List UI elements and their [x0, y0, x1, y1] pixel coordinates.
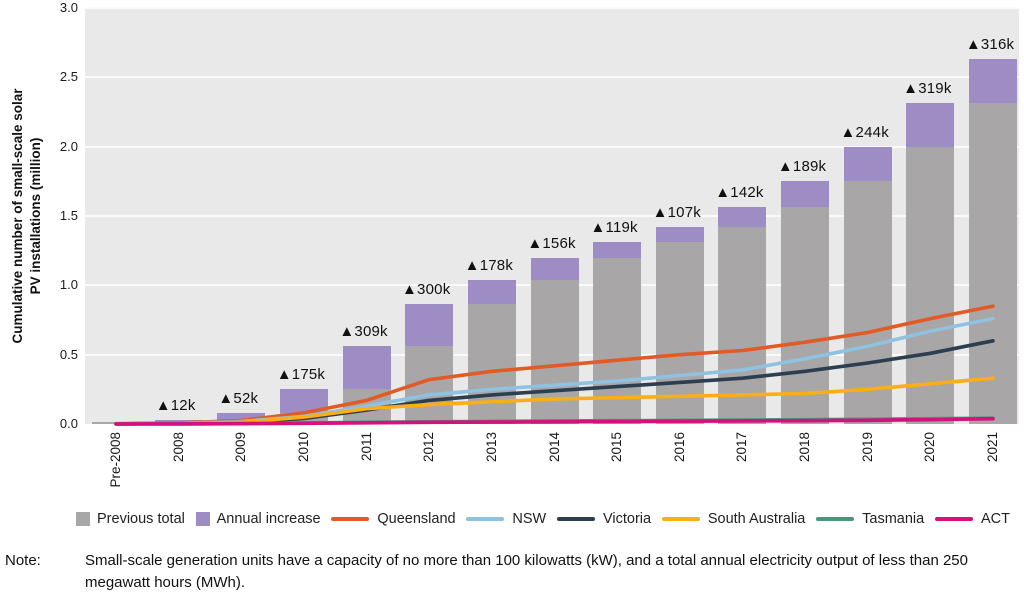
y-axis-tick-label: 0.0 — [59, 416, 78, 431]
bar-annual-increase — [969, 59, 1017, 103]
x-axis-label: 2018 — [797, 432, 813, 463]
chart-legend: Previous total Annual increase Queensland N… — [76, 507, 1010, 531]
bar-annual-increase — [467, 279, 516, 305]
y-axis-tick-label: 2.0 — [59, 138, 78, 154]
bar-annotation: ▲244k — [840, 124, 889, 142]
legend-item-tasmania: Tasmania — [816, 511, 924, 527]
legend-label: ACT — [980, 511, 1010, 527]
bar-annotation: ▲309k — [339, 323, 388, 341]
bar-annotation: ▲175k — [276, 365, 326, 383]
x-axis-label: 2010 — [295, 432, 311, 463]
x-axis-label: 2008 — [170, 432, 186, 463]
bar-annual-increase — [718, 207, 767, 227]
state-lines-layer — [114, 304, 995, 426]
bar-annual-increase — [655, 226, 704, 242]
plot-area: ▲12k ▲52k ▲175k ▲309k ▲300k ▲178k ▲156k ▲119k ▲1… — [85, 7, 1019, 426]
x-axis-label: 2015 — [609, 432, 625, 463]
legend-label: Tasmania — [862, 511, 925, 527]
bar-annotation: ▲300k — [402, 281, 451, 299]
bar-annual-increase — [843, 147, 892, 181]
note-label: Note: — [5, 552, 41, 569]
legend-swatch-act — [934, 517, 973, 521]
x-axis-label: 2016 — [671, 432, 687, 463]
y-axis-tick-label: 1.0 — [59, 277, 78, 293]
bar-annual-increase — [342, 346, 391, 389]
x-axis-label: Pre-2008 — [108, 432, 123, 488]
legend-item-victoria: Victoria — [556, 511, 652, 527]
bar-annotation: ▲52k — [218, 390, 259, 408]
legend-swatch-victoria — [556, 517, 595, 521]
legend-label: South Australia — [707, 511, 806, 527]
x-axis-label: 2013 — [483, 432, 499, 463]
legend-item-previous-total: Previous total — [76, 511, 185, 527]
bar-annual-increase — [593, 241, 642, 259]
x-axis-label: 2020 — [922, 432, 938, 463]
legend-swatch-previous-total — [76, 512, 90, 526]
bar-previous-total — [843, 180, 892, 424]
bar-annotation: ▲12k — [155, 397, 196, 415]
legend-swatch-south-australia — [661, 517, 700, 521]
series-line-victoria — [114, 338, 995, 426]
bar-previous-total — [906, 147, 955, 424]
bar-annotation: ▲142k — [715, 184, 764, 202]
legend-swatch-annual-increase — [195, 512, 210, 526]
bar-annotation: ▲319k — [903, 79, 952, 97]
bar-annotation: ▲119k — [590, 218, 638, 236]
bar-annotation: ▲178k — [464, 256, 514, 274]
bar-annual-increase — [781, 180, 830, 208]
legend-item-nsw: NSW — [466, 511, 546, 527]
legend-label: Annual increase — [216, 511, 321, 527]
bar-annual-increase — [217, 413, 266, 421]
bar-annotation: ▲316k — [965, 36, 1015, 54]
x-axis-label: 2012 — [421, 432, 437, 463]
legend-label: Victoria — [602, 511, 652, 527]
y-axis-tick-label: 1.5 — [59, 208, 78, 223]
bar-previous-total — [969, 102, 1017, 424]
x-axis-label: 2014 — [546, 432, 562, 463]
bar-annotation: ▲156k — [527, 235, 576, 253]
gridline — [85, 7, 1019, 9]
series-line-act — [114, 416, 995, 426]
gridline — [85, 76, 1019, 79]
y-axis-tick-label: 0.5 — [59, 346, 78, 362]
legend-swatch-nsw — [466, 517, 505, 521]
x-axis-label: 2009 — [233, 432, 249, 463]
x-axis-label: 2019 — [859, 432, 875, 463]
x-axis-label: 2021 — [985, 432, 1000, 463]
bar-annual-increase — [530, 258, 579, 280]
bar-annual-increase — [405, 304, 454, 347]
legend-swatch-queensland — [331, 517, 370, 521]
legend-label: NSW — [512, 511, 547, 527]
legend-item-queensland: Queensland — [331, 511, 456, 527]
bar-annotation: ▲189k — [777, 157, 827, 175]
bar-previous-total — [655, 241, 704, 424]
gridline — [85, 215, 1019, 217]
series-line-queensland — [114, 304, 995, 426]
bar-previous-total — [718, 226, 767, 424]
gridline — [85, 145, 1019, 148]
legend-item-annual-increase: Annual increase — [195, 511, 321, 527]
y-axis-title-line1: Cumulative number of small-scale solar — [9, 88, 25, 344]
y-axis-tick-label: 2.5 — [59, 69, 78, 85]
bar-annual-increase — [906, 102, 955, 148]
bar-annotation: ▲107k — [652, 203, 701, 221]
legend-label: Previous total — [97, 511, 185, 527]
x-axis-label: 2017 — [734, 432, 750, 463]
legend-label: Queensland — [377, 511, 456, 527]
legend-item-south-australia: South Australia — [661, 511, 806, 527]
x-axis-label: 2011 — [358, 432, 374, 462]
series-line-south-australia — [114, 376, 995, 426]
legend-swatch-tasmania — [816, 517, 855, 521]
note-text: Small-scale generation units have a capa… — [85, 552, 968, 591]
legend-item-act: ACT — [934, 511, 1010, 527]
y-axis-tick-label: 3.0 — [59, 0, 78, 15]
note-section: Note: Small-scale generation units have … — [5, 550, 1019, 594]
bar-previous-total — [781, 207, 830, 424]
